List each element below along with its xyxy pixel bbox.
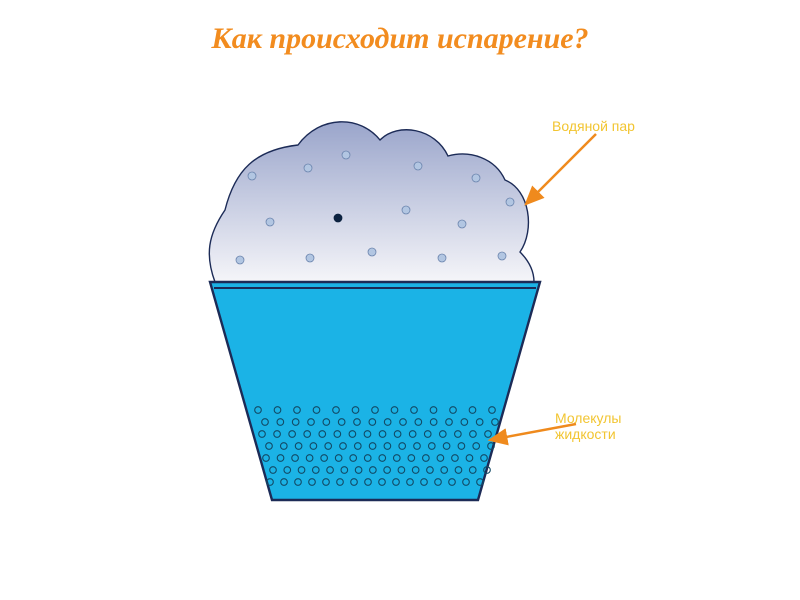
label-liquid-line2: жидкости (555, 426, 616, 442)
vapor-cloud (209, 122, 534, 282)
label-vapor: Водяной пар (552, 118, 635, 134)
arrow-to-vapor (526, 134, 596, 204)
label-liquid-line1: Молекулы (555, 410, 621, 426)
label-liquid: Молекулы жидкости (555, 410, 621, 442)
evaporation-diagram (0, 0, 800, 600)
